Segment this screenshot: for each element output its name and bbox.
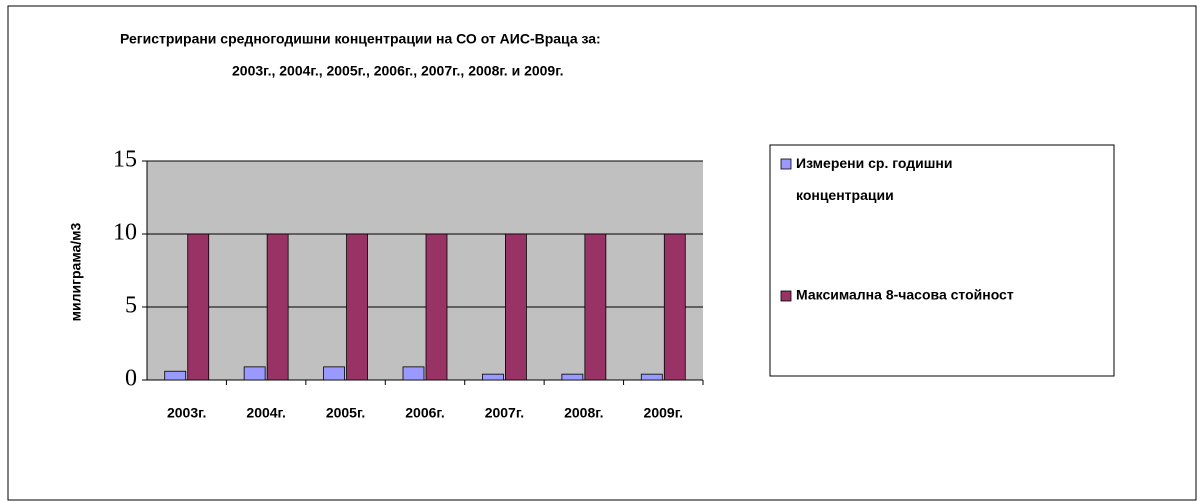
- y-axis-label: милиграма/м3: [68, 222, 84, 321]
- bar: [561, 373, 584, 381]
- y-tick-label: 5: [125, 293, 137, 319]
- legend-label-line: Измерени ср. годишни: [796, 155, 952, 171]
- bar: [323, 366, 345, 381]
- y-tick-label: 15: [113, 147, 137, 173]
- legend-label: Измерени ср. годишни концентрации: [796, 155, 952, 203]
- y-tick-label: 0: [125, 366, 137, 392]
- bar: [584, 233, 607, 381]
- legend: [769, 144, 1115, 377]
- chart-title: Регистрирани средногодишни концентрации …: [120, 31, 601, 47]
- bar: [482, 373, 504, 381]
- plot-area: [147, 161, 703, 380]
- bar: [346, 233, 368, 381]
- bar: [402, 366, 425, 381]
- bar: [187, 233, 210, 381]
- y-tick-label: 10: [113, 220, 137, 246]
- legend-label-line: концентрации: [796, 187, 894, 203]
- x-tick-label: 2009г.: [644, 405, 683, 421]
- chart-title: 2003г., 2004г., 2005г., 2006г., 2007г., …: [232, 63, 564, 79]
- x-tick-label: 2003г.: [167, 405, 206, 421]
- legend-swatch: [780, 290, 792, 302]
- x-tick-label: 2006г.: [405, 405, 444, 421]
- bar: [505, 233, 527, 381]
- bar: [640, 373, 663, 381]
- bar: [164, 370, 187, 381]
- bar: [425, 233, 448, 381]
- bar: [663, 233, 686, 381]
- bar: [266, 233, 289, 381]
- x-tick-label: 2005г.: [326, 405, 365, 421]
- x-tick-label: 2007г.: [485, 405, 524, 421]
- x-tick-label: 2008г.: [564, 405, 603, 421]
- x-tick-label: 2004г.: [246, 405, 285, 421]
- legend-swatch: [780, 158, 792, 170]
- legend-label: Максимална 8-часова стойност: [796, 287, 1014, 303]
- bar: [243, 366, 266, 381]
